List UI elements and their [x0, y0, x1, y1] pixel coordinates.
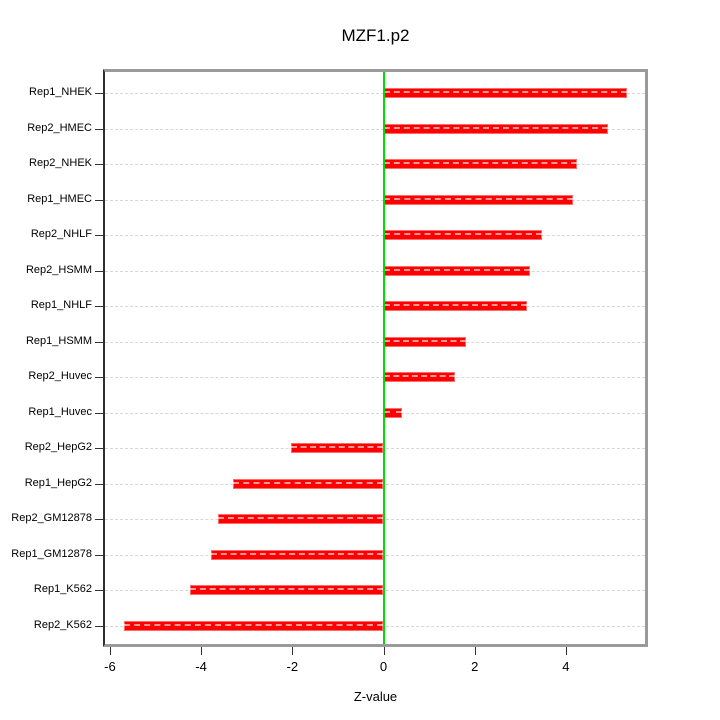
bar-inner-dash — [189, 588, 384, 590]
bar-inner-dash — [383, 410, 402, 413]
y-axis-tick — [95, 412, 103, 414]
bar-inner-dash — [383, 126, 609, 129]
row-guide-line — [105, 306, 645, 307]
row-guide-line — [105, 341, 645, 343]
bar-inner-dash — [383, 268, 531, 271]
y-axis-tick — [95, 93, 103, 94]
y-axis-tick — [95, 483, 103, 485]
bar-inner-dash — [383, 304, 527, 306]
y-axis-label: Rep2_HMEC — [27, 121, 92, 134]
bar — [383, 88, 628, 98]
bar-inner-dash — [232, 481, 384, 484]
row-guide-line — [105, 199, 645, 201]
x-axis-tick — [201, 647, 203, 655]
y-axis-label: Rep1_K562 — [33, 583, 92, 595]
bar-inner-dash — [383, 162, 578, 164]
x-axis-tick — [109, 647, 111, 655]
zero-reference-line — [382, 72, 385, 644]
y-axis-tick — [95, 519, 103, 520]
bar — [383, 336, 467, 347]
y-axis-tick — [95, 128, 103, 130]
y-axis-label: Rep1_NHLF — [30, 299, 92, 311]
x-axis-tick — [383, 647, 385, 655]
y-axis-label: Rep1_HepG2 — [24, 476, 92, 489]
y-axis-tick — [95, 306, 103, 307]
row-guide-line — [105, 412, 645, 414]
bar-inner-dash — [210, 552, 384, 555]
y-axis-label: Rep2_NHLF — [30, 228, 92, 240]
chart-title: MZF1.p2 — [341, 26, 410, 45]
y-axis-tick — [95, 625, 103, 627]
row-guide-line — [105, 93, 645, 94]
y-axis-tick — [95, 448, 103, 449]
bar-inner-dash — [383, 375, 456, 377]
bar — [383, 159, 578, 169]
x-tick-label: -4 — [195, 659, 207, 674]
bar — [232, 478, 384, 489]
bar — [218, 514, 384, 524]
y-axis-label: Rep1_GM12878 — [11, 547, 92, 560]
bar-inner-dash — [383, 339, 467, 342]
bar — [210, 549, 384, 560]
row-guide-line — [105, 128, 645, 130]
bar — [290, 443, 384, 453]
y-axis-label: Rep2_K562 — [33, 618, 92, 631]
bar-inner-dash — [218, 517, 384, 519]
row-guide-line — [105, 270, 645, 272]
x-axis-tick — [474, 647, 476, 655]
row-guide-line — [105, 235, 645, 236]
bar — [383, 301, 527, 311]
y-axis-tick — [95, 235, 103, 236]
y-axis-tick — [95, 377, 103, 378]
y-axis-tick — [95, 341, 103, 343]
bar — [383, 372, 456, 382]
y-axis-label: Rep1_Huvec — [28, 405, 92, 418]
y-axis-tick — [95, 199, 103, 201]
bar — [189, 585, 384, 595]
y-axis-tick — [95, 554, 103, 556]
y-axis-label: Rep1_HMEC — [27, 192, 92, 205]
x-tick-label: -2 — [286, 659, 299, 674]
bar — [383, 230, 542, 240]
bar-inner-dash — [124, 623, 384, 626]
row-guide-line — [105, 377, 645, 378]
y-axis-label: Rep2_Huvec — [28, 370, 92, 382]
x-tick-label: 0 — [379, 659, 388, 674]
row-guide-line — [105, 164, 645, 165]
bar-inner-dash — [383, 233, 542, 235]
y-axis-tick — [95, 164, 103, 165]
x-tick-label: -6 — [104, 659, 116, 674]
x-tick-label: 4 — [562, 659, 570, 674]
y-axis-tick — [95, 590, 103, 591]
y-axis-label: Rep2_HSMM — [25, 263, 92, 276]
x-axis-tick — [565, 647, 567, 655]
bar — [383, 194, 574, 205]
y-axis-label: Rep2_NHEK — [29, 157, 92, 169]
y-axis-label: Rep1_HSMM — [25, 334, 92, 347]
bar-inner-dash — [383, 197, 574, 200]
bar — [383, 407, 402, 418]
y-axis-tick — [95, 270, 103, 272]
bar — [383, 123, 609, 134]
y-axis-label: Rep2_GM12878 — [11, 512, 92, 524]
x-axis-title: Z-value — [353, 689, 398, 704]
x-tick-label: 2 — [471, 659, 479, 674]
bar — [383, 265, 531, 276]
x-axis-tick — [292, 647, 294, 655]
bar-inner-dash — [290, 446, 384, 448]
y-axis-label: Rep1_NHEK — [29, 86, 92, 98]
plot-area — [103, 69, 648, 647]
y-axis-label: Rep2_HepG2 — [24, 441, 92, 453]
bar — [124, 620, 384, 631]
bar-inner-dash — [383, 91, 628, 93]
